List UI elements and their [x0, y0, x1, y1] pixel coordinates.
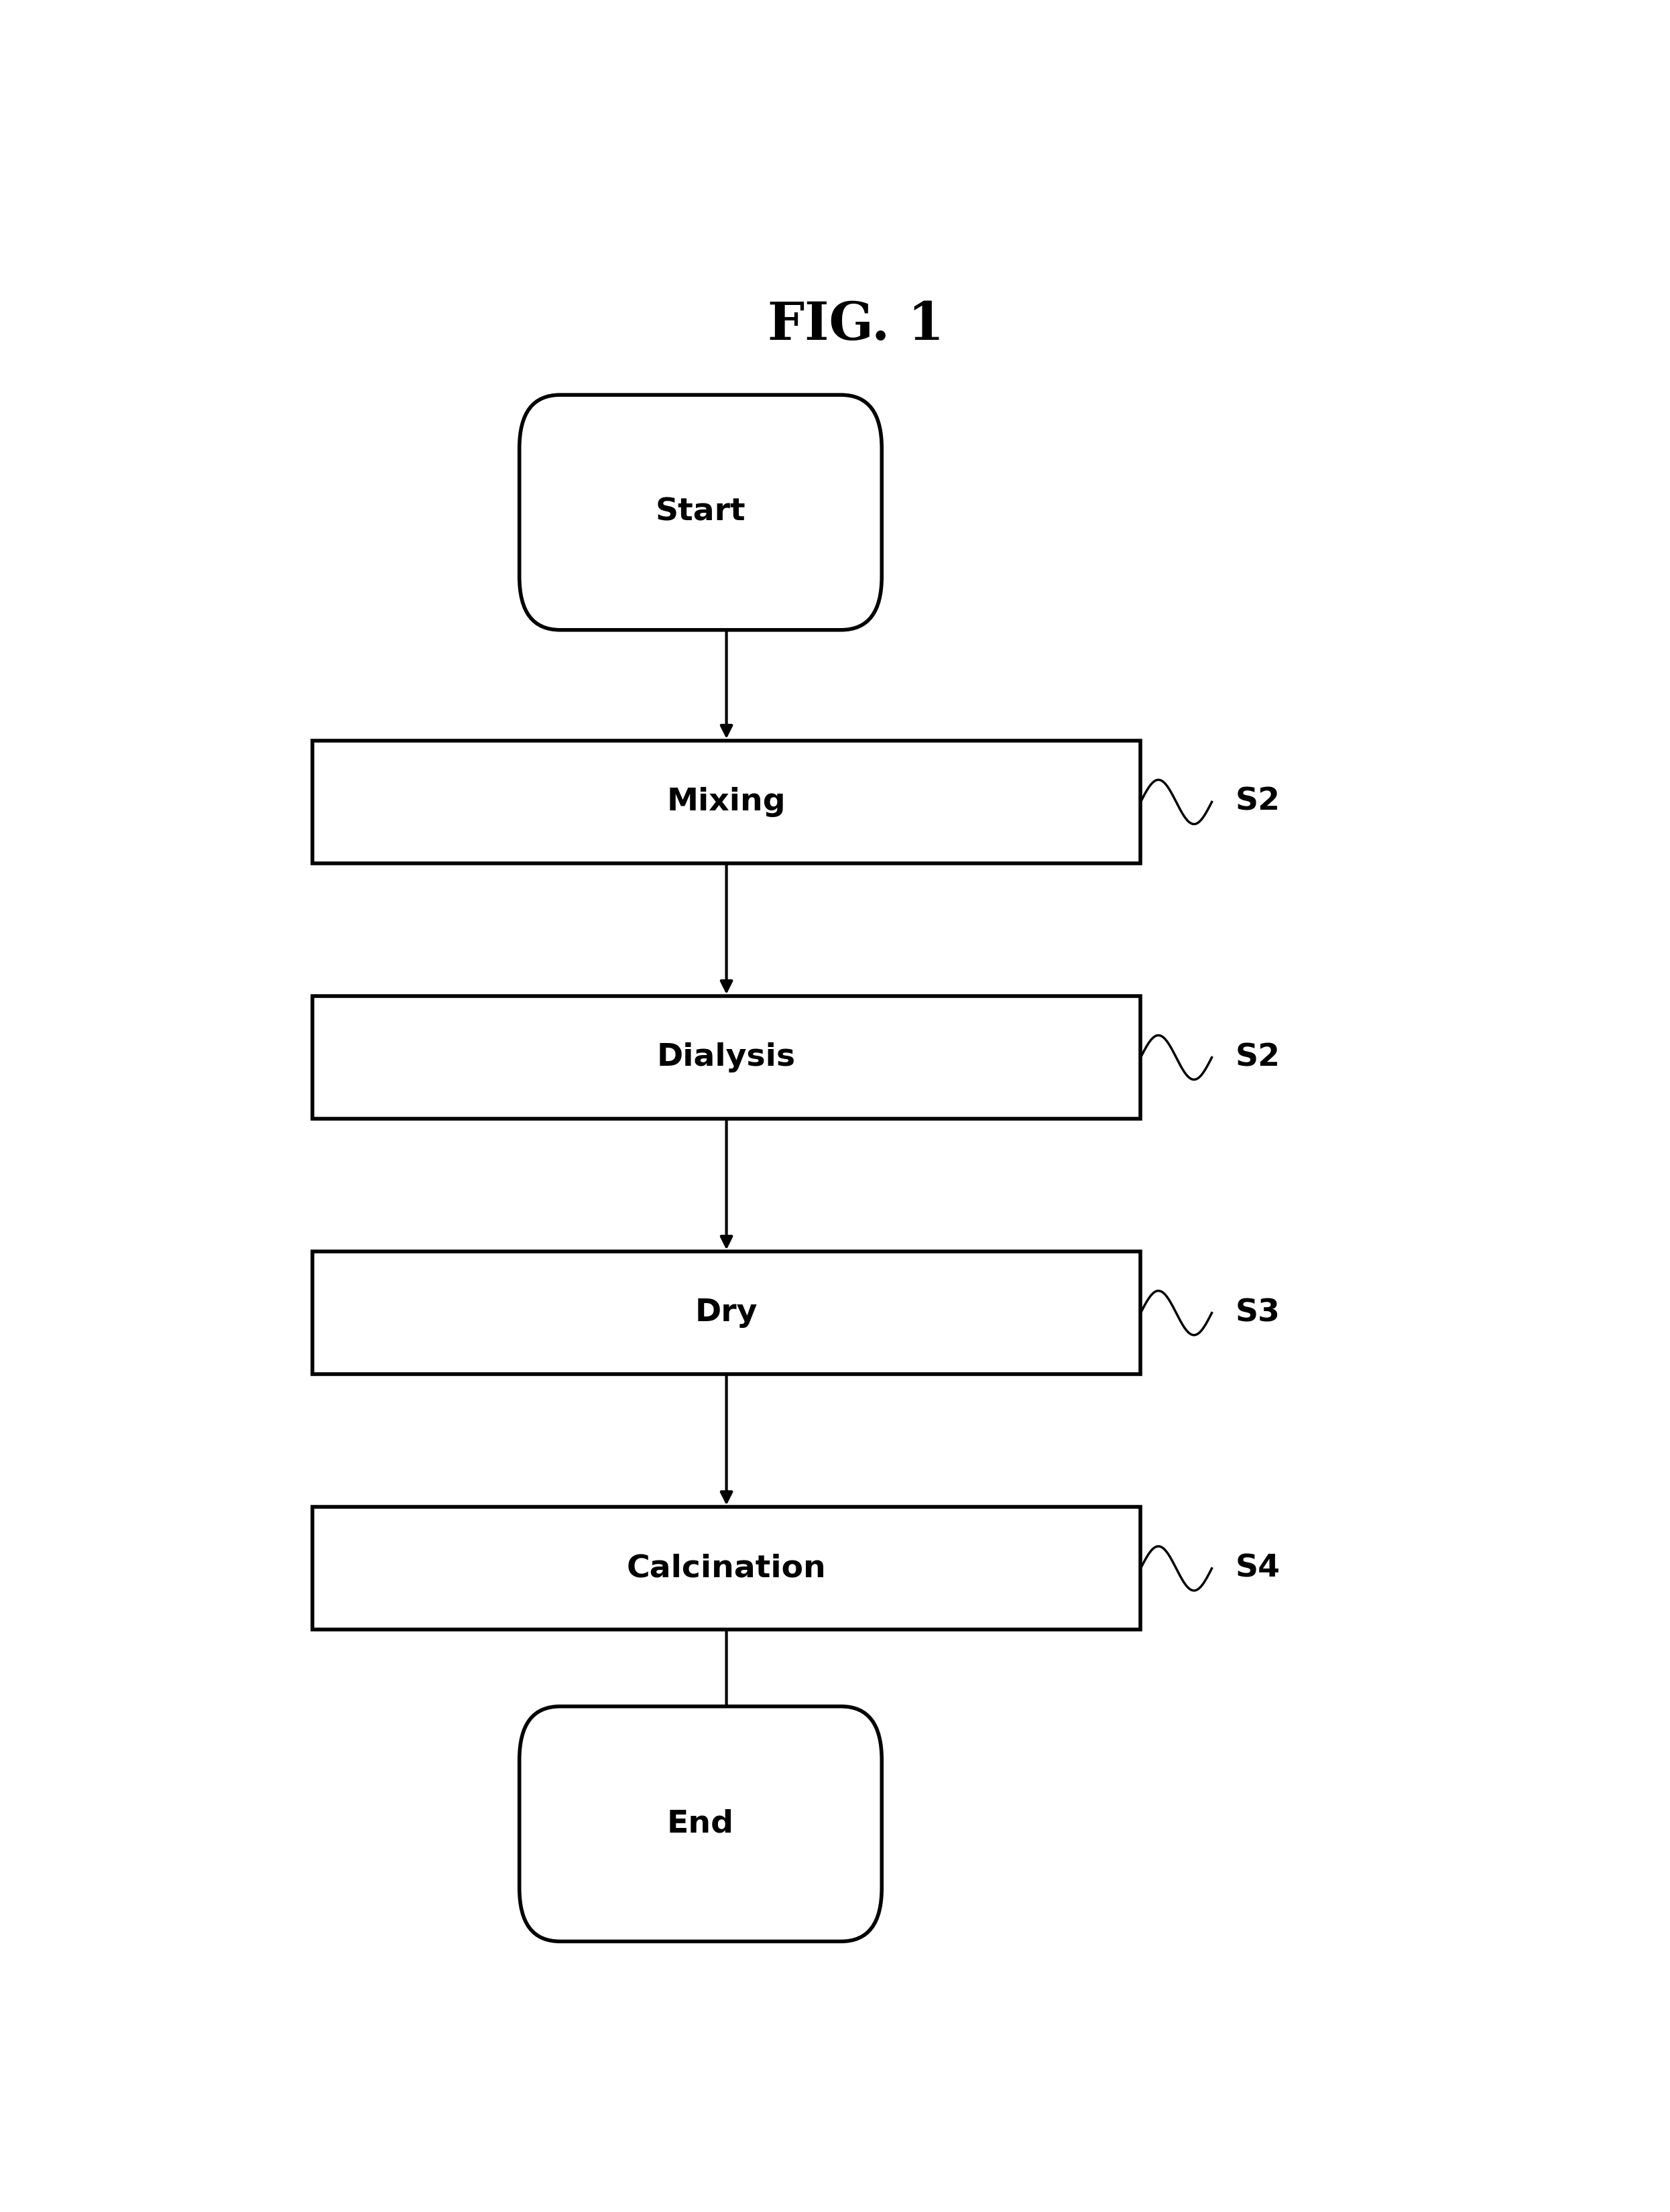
Text: Start: Start	[655, 498, 746, 526]
Text: S2: S2	[1236, 787, 1279, 816]
Text: Dry: Dry	[695, 1298, 758, 1327]
Text: S2: S2	[1236, 1042, 1279, 1073]
FancyBboxPatch shape	[519, 1705, 882, 1942]
Text: End: End	[666, 1809, 735, 1838]
Text: S4: S4	[1236, 1553, 1279, 1584]
Text: Dialysis: Dialysis	[656, 1042, 797, 1073]
FancyBboxPatch shape	[519, 396, 882, 630]
Text: FIG. 1: FIG. 1	[768, 299, 944, 349]
Text: Mixing: Mixing	[666, 787, 787, 816]
Bar	[312, 741, 1141, 863]
Bar	[312, 1506, 1141, 1630]
Bar	[312, 995, 1141, 1119]
Text: Calcination: Calcination	[626, 1553, 827, 1584]
Text: S3: S3	[1236, 1298, 1279, 1327]
Bar	[312, 1252, 1141, 1374]
